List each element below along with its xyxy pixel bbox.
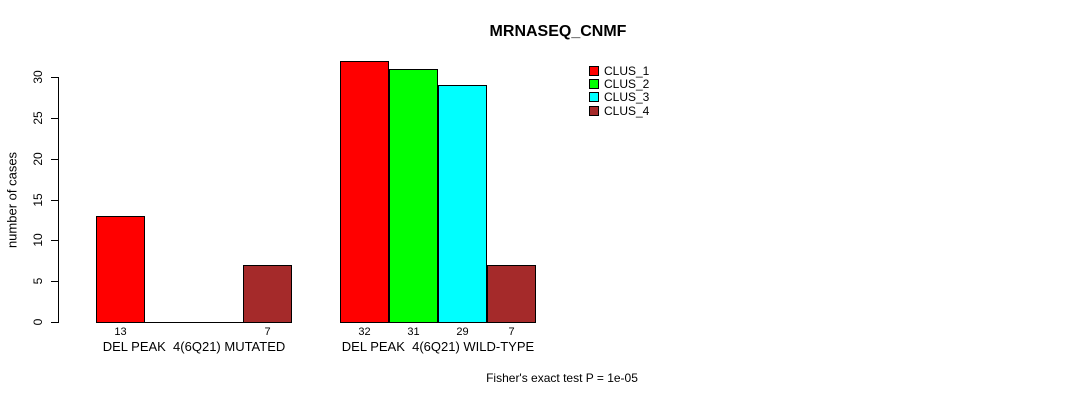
bar-CLUS_4 — [487, 265, 536, 323]
legend-swatch-clus_1 — [589, 65, 599, 76]
legend: CLUS_1 CLUS_2 CLUS_3 CLUS_4 — [589, 63, 650, 118]
group-label: DEL PEAK 4(6Q21) MUTATED — [102, 339, 286, 354]
bar-value-label: 7 — [508, 326, 515, 338]
y-tick-label: 20 — [31, 152, 45, 166]
y-tick-label: 30 — [31, 70, 45, 84]
chart-title: MRNASEQ_CNMF — [489, 23, 627, 40]
y-tick-mark — [51, 322, 58, 323]
y-tick-mark — [51, 200, 58, 201]
legend-item-label: CLUS_4 — [604, 103, 650, 118]
bar-value-label: 31 — [407, 326, 420, 338]
legend-item: CLUS_4 — [589, 103, 650, 118]
bar-CLUS_1 — [96, 216, 145, 323]
y-tick-label: 10 — [31, 233, 45, 247]
legend-item-label: CLUS_2 — [604, 76, 650, 91]
y-tick-label: 0 — [31, 318, 45, 326]
legend-item: CLUS_2 — [589, 76, 650, 91]
bar-CLUS_3 — [438, 85, 487, 323]
legend-item-label: CLUS_1 — [604, 63, 650, 78]
group-label: DEL PEAK 4(6Q21) WILD-TYPE — [341, 339, 535, 354]
bar-CLUS_4 — [243, 265, 292, 323]
legend-item: CLUS_3 — [589, 90, 650, 105]
bar-value-label: 13 — [114, 326, 127, 338]
legend-item: CLUS_1 — [589, 63, 650, 78]
legend-swatch-clus_3 — [589, 92, 599, 103]
bar-CLUS_3-zero — [194, 322, 243, 323]
y-tick-mark — [51, 281, 58, 282]
bar-CLUS_1 — [340, 61, 389, 323]
y-tick-label: 15 — [31, 193, 45, 207]
bar-CLUS_2 — [389, 69, 438, 323]
y-tick-mark — [51, 118, 58, 119]
y-tick-mark — [51, 159, 58, 160]
y-tick-mark — [51, 240, 58, 241]
legend-swatch-clus_2 — [589, 78, 599, 89]
bar-value-label: 29 — [456, 326, 469, 338]
y-tick-label: 5 — [31, 277, 45, 285]
bar-value-label: 7 — [264, 326, 271, 338]
y-tick-mark — [51, 77, 58, 78]
annotation-text: Fisher's exact test P = 1e-05 — [486, 371, 638, 385]
legend-item-label: CLUS_3 — [604, 90, 650, 105]
bar-CLUS_2-zero — [145, 322, 194, 323]
y-tick-label: 25 — [31, 111, 45, 125]
y-axis-label: number of cases — [4, 151, 20, 249]
legend-swatch-clus_4 — [589, 105, 599, 116]
y-axis-line — [58, 77, 59, 323]
bar-value-label: 32 — [358, 326, 371, 338]
